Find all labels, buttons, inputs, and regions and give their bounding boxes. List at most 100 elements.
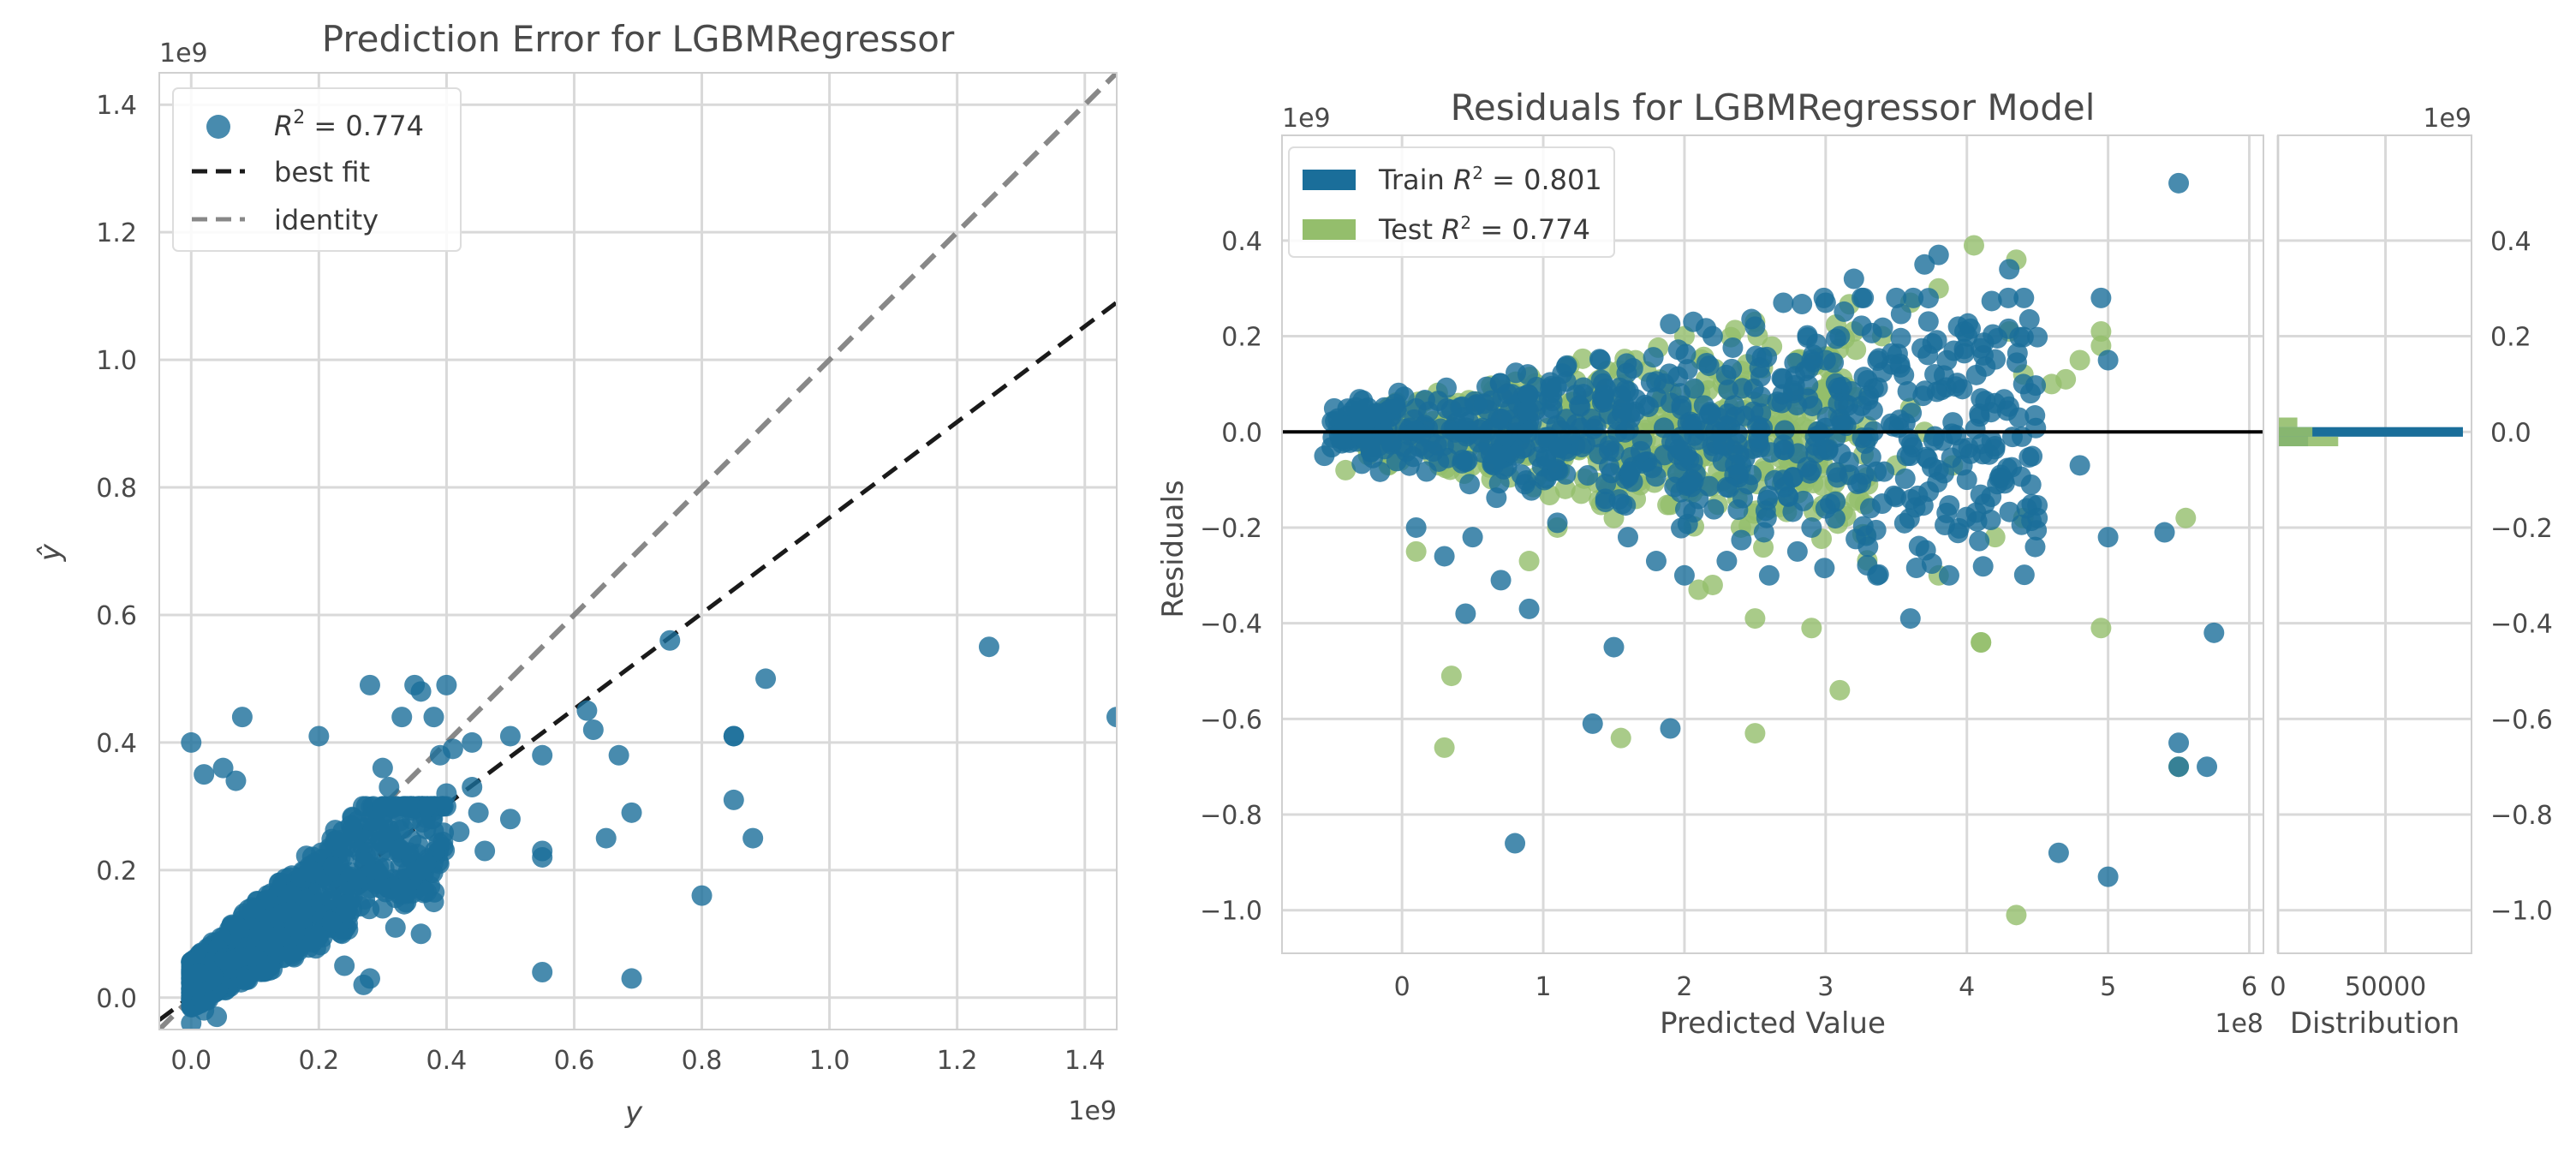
y-tick-label: 0.4 <box>2490 227 2531 257</box>
residual-point <box>1571 483 1592 504</box>
scatter-point <box>474 840 496 862</box>
residual-point <box>1619 461 1641 482</box>
residual-point <box>1405 540 1427 562</box>
distribution-plot-area <box>2278 135 2472 953</box>
residual-point <box>1984 436 2006 457</box>
scatter-point <box>225 770 247 791</box>
x-tick-label: 1.2 <box>937 1046 978 1076</box>
scatter-point <box>723 789 744 810</box>
scatter-point <box>621 802 642 823</box>
distribution-bars <box>2278 417 2463 447</box>
residual-point <box>1490 570 1512 591</box>
residual-point <box>2006 904 2027 926</box>
scatter-point <box>311 842 332 863</box>
scatter-point <box>221 950 242 971</box>
residuals-x-ticks: 0 1 2 3 4 5 6 <box>1394 972 2257 1002</box>
scatter-point <box>532 840 553 862</box>
y-tick-label: 1.0 <box>96 346 137 376</box>
scatter-point <box>410 859 432 880</box>
prediction-error-legend: R2 = 0.774 best fit identity <box>172 87 462 252</box>
residual-point <box>1486 487 1507 509</box>
residual-point <box>1797 326 1818 348</box>
residual-point <box>1718 477 1739 498</box>
residual-point <box>1637 396 1659 417</box>
residual-point <box>1918 481 1940 502</box>
residual-point <box>1688 579 1709 600</box>
residual-point <box>2001 427 2023 448</box>
residual-point <box>1645 551 1667 572</box>
residual-point <box>1398 455 1420 476</box>
residual-point <box>1939 495 1960 516</box>
x-tick-label: 0.4 <box>426 1046 468 1076</box>
y-tick-label: 0.2 <box>1221 323 1262 353</box>
scatter-point <box>394 893 415 915</box>
residual-point <box>1917 344 1939 366</box>
residual-point <box>1998 287 2019 308</box>
distribution-y-ticks: 0.4 0.2 0.0 −0.2 −0.4 −0.6 −0.8 −1.0 <box>2490 227 2553 927</box>
distribution-y-offset: 1e9 <box>2423 104 2472 134</box>
scatter-point <box>449 821 470 843</box>
residual-point <box>1804 426 1826 447</box>
residual-point <box>2069 455 2090 476</box>
residual-point <box>1462 527 1483 548</box>
prediction-error-x-ticks: 0.0 0.2 0.4 0.6 0.8 1.0 1.2 1.4 <box>170 1046 1105 1076</box>
residual-point <box>1894 468 1916 489</box>
scatter-point <box>280 883 301 904</box>
residual-point <box>1786 540 1808 562</box>
scatter-point <box>429 744 450 766</box>
residual-point <box>1518 551 1540 572</box>
prediction-error-spine <box>158 72 1118 1030</box>
residual-point <box>2069 349 2090 371</box>
x-tick-label: 4 <box>1959 972 1975 1002</box>
prediction-error-y-label: ŷ <box>33 543 68 562</box>
scatter-point <box>302 932 324 953</box>
residual-point <box>2027 326 2048 348</box>
residual-point <box>1671 426 1692 447</box>
y-tick-label: −0.8 <box>2490 801 2553 831</box>
residual-point <box>1435 377 1457 398</box>
scatter-point <box>181 731 202 753</box>
residual-point <box>2090 320 2112 342</box>
residual-point <box>2013 287 2035 308</box>
scatter-point <box>428 833 450 854</box>
residual-point <box>1990 464 2012 486</box>
prediction-error-x-label: y <box>624 1095 643 1130</box>
residual-point <box>1440 666 1462 687</box>
residual-point <box>1923 430 1944 451</box>
x-tick-label: 0.8 <box>682 1046 723 1076</box>
scatter-point <box>468 802 489 823</box>
legend-label-r2: R2 = 0.774 <box>274 107 424 142</box>
residual-point <box>1405 516 1427 538</box>
residual-point <box>1794 361 1816 382</box>
prediction-error-y-ticks: 0.0 0.2 0.4 0.6 0.8 1.0 1.2 1.4 <box>96 91 137 1014</box>
residual-point <box>1834 301 1855 322</box>
y-tick-label: 1.4 <box>96 91 137 121</box>
scatter-point <box>372 796 393 817</box>
legend-label-train: Train R2 = 0.801 <box>1378 163 1602 196</box>
residual-point <box>1314 445 1335 467</box>
scatter-point <box>368 817 390 839</box>
residual-point <box>2097 866 2119 887</box>
residual-point <box>1744 316 1766 337</box>
residual-point <box>1570 396 1591 417</box>
residual-point <box>1708 407 1729 428</box>
residual-point <box>1570 417 1591 439</box>
residual-point <box>2009 326 2030 348</box>
residual-point <box>2008 407 2030 428</box>
prediction-error-points <box>181 630 1117 1030</box>
x-tick-label: 0.2 <box>298 1046 339 1076</box>
scatter-point <box>284 916 306 938</box>
distribution-bar <box>2278 436 2339 447</box>
residual-point <box>1722 337 1744 358</box>
scatter-point <box>1106 707 1117 728</box>
scatter-point <box>576 700 598 721</box>
residual-point <box>1594 391 1615 413</box>
residual-point <box>2018 308 2040 330</box>
residual-point <box>2090 287 2112 308</box>
scatter-point <box>390 839 411 860</box>
residual-point <box>1972 556 1994 577</box>
residual-point <box>1843 268 1864 290</box>
residual-point <box>1455 451 1476 473</box>
residual-point <box>1825 373 1846 394</box>
